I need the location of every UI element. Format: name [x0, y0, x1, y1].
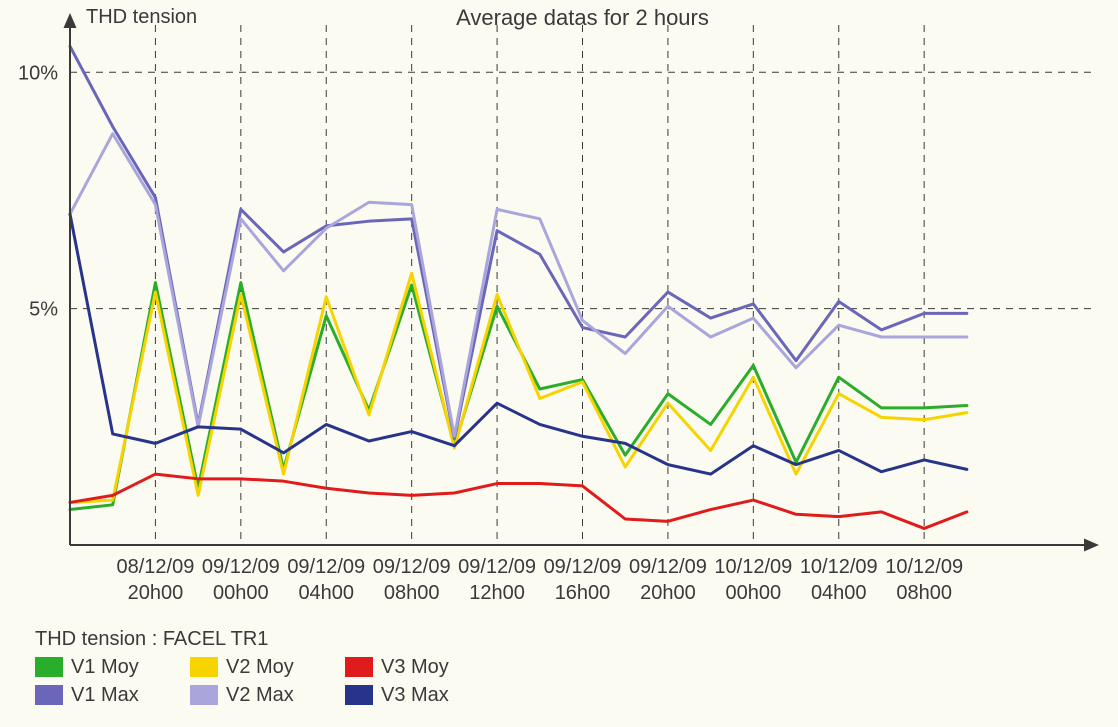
legend-swatch-v2max — [190, 685, 218, 705]
x-tick-label-time: 08h00 — [384, 582, 440, 604]
legend-label-v1max: V1 Max — [71, 684, 139, 706]
legend-swatch-v3moy — [345, 657, 373, 677]
y-tick-label: 10% — [18, 62, 58, 84]
x-tick-label-time: 04h00 — [298, 582, 354, 604]
x-tick-label-date: 10/12/09 — [714, 556, 792, 578]
x-tick-label-date: 09/12/09 — [373, 556, 451, 578]
x-tick-label-date: 09/12/09 — [287, 556, 365, 578]
x-tick-label-time: 20h00 — [128, 582, 184, 604]
x-tick-label-date: 09/12/09 — [202, 556, 280, 578]
y-tick-label: 5% — [29, 299, 58, 321]
legend-title: THD tension : FACEL TR1 — [35, 628, 268, 650]
chart-title: Average datas for 2 hours — [456, 5, 709, 30]
x-tick-label-date: 09/12/09 — [458, 556, 536, 578]
x-tick-label-date: 09/12/09 — [544, 556, 622, 578]
x-tick-label-date: 10/12/09 — [885, 556, 963, 578]
y-axis-title: THD tension — [86, 6, 197, 28]
legend-label-v3moy: V3 Moy — [381, 656, 449, 678]
legend-swatch-v1moy — [35, 657, 63, 677]
legend-swatch-v1max — [35, 685, 63, 705]
legend-swatch-v2moy — [190, 657, 218, 677]
x-tick-label-time: 08h00 — [896, 582, 952, 604]
x-tick-label-date: 08/12/09 — [116, 556, 194, 578]
x-tick-label-time: 12h00 — [469, 582, 525, 604]
x-tick-label-time: 16h00 — [555, 582, 611, 604]
thd-tension-chart: 5% 10% 08/12/09 20h00 09/12/09 00h00 09/12/09 0… — [0, 0, 1118, 727]
x-tick-label-time: 20h00 — [640, 582, 696, 604]
x-tick-label-date: 09/12/09 — [629, 556, 707, 578]
x-tick-label-time: 00h00 — [213, 582, 269, 604]
legend-label-v3max: V3 Max — [381, 684, 449, 706]
legend-label-v1moy: V1 Moy — [71, 656, 139, 678]
x-tick-label-time: 04h00 — [811, 582, 867, 604]
legend-label-v2moy: V2 Moy — [226, 656, 294, 678]
x-tick-label-time: 00h00 — [726, 582, 782, 604]
legend-label-v2max: V2 Max — [226, 684, 294, 706]
legend-swatch-v3max — [345, 685, 373, 705]
x-tick-label-date: 10/12/09 — [800, 556, 878, 578]
